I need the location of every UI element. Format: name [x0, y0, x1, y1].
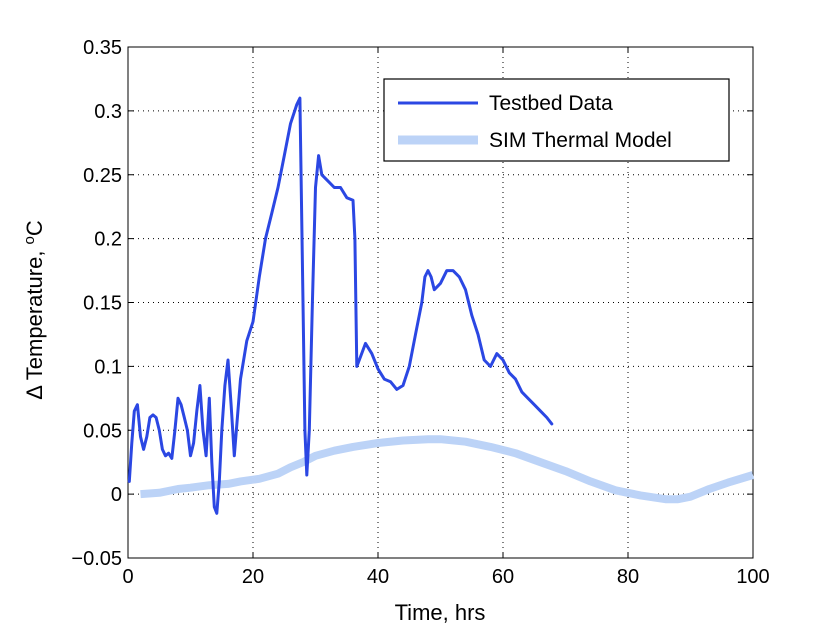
- x-tick-label: 60: [492, 566, 514, 588]
- y-tick-label: 0: [111, 484, 122, 506]
- legend-box: [383, 78, 730, 162]
- x-tick-label: 0: [122, 566, 133, 588]
- legend: Testbed Data SIM Thermal Model: [383, 78, 730, 162]
- legend-label-testbed-data: Testbed Data: [489, 92, 613, 115]
- y-tick-label: 0.15: [83, 293, 122, 315]
- y-axis-label: Δ Temperature, oC: [21, 220, 47, 400]
- series-line-sim-thermal-model: [140, 435, 755, 504]
- y-tick-label: 0.3: [94, 101, 122, 123]
- y-tick-label: −0.05: [71, 548, 122, 570]
- axis-ticks: [127, 46, 754, 559]
- x-axis-label: Time, hrs: [395, 600, 486, 625]
- y-tick-labels: −0.05 0 0.05 0.1 0.15 0.2 0.25 0.3 0.35: [71, 37, 122, 570]
- y-axis-label-unit: C: [22, 220, 47, 236]
- x-tick-labels: 0 20 40 60 80 100: [122, 566, 769, 588]
- x-tick-label: 100: [736, 566, 769, 588]
- legend-label-sim-thermal-model: SIM Thermal Model: [489, 129, 672, 152]
- x-tick-label: 20: [242, 566, 264, 588]
- y-tick-label: 0.25: [83, 165, 122, 187]
- x-tick-label: 40: [367, 566, 389, 588]
- y-tick-label: 0.1: [94, 356, 122, 378]
- series-line-testbed-data: [127, 96, 554, 515]
- y-axis-label-prefix: Δ Temperature,: [22, 244, 47, 399]
- y-tick-label: 0.35: [83, 37, 122, 59]
- x-tick-label: 80: [617, 566, 639, 588]
- y-tick-label: 0.2: [94, 229, 122, 251]
- series-layer: [127, 96, 755, 515]
- y-axis-label-degree: o: [21, 236, 38, 244]
- y-tick-label: 0.05: [83, 420, 122, 442]
